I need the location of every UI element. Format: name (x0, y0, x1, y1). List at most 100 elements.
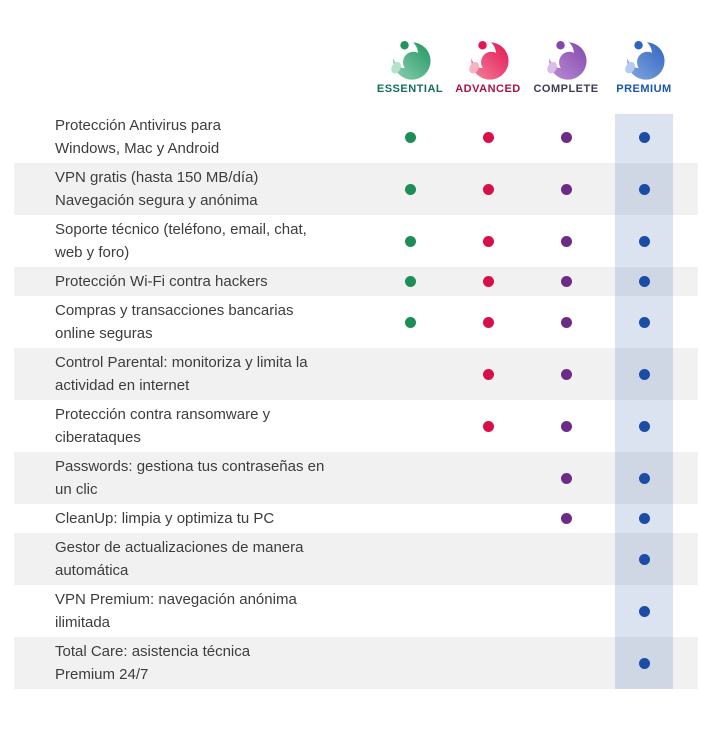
plan-column-premium: PREMIUM (605, 38, 683, 95)
feature-text: Protección contra ransomware y ciberataq… (55, 406, 271, 446)
cell-complete (527, 299, 605, 345)
advanced-panda-logo-icon (463, 38, 513, 82)
cell-essential (371, 455, 449, 501)
feature-text: CleanUp: limpia y optimiza tu PC (55, 510, 275, 527)
included-dot-complete (560, 316, 572, 328)
feature-text: VPN Premium: navegación anónima ilimitad… (55, 591, 297, 631)
cell-premium (605, 114, 683, 160)
plan-comparison-table: ESSENTIAL ADVANCED COMPLETE PREMIUM Protecc… (14, 30, 698, 689)
cell-essential (371, 351, 449, 397)
cell-premium (605, 640, 683, 686)
cell-premium (605, 166, 683, 212)
included-dot-premium (638, 605, 650, 617)
included-dot-advanced (482, 235, 494, 247)
cell-complete (527, 403, 605, 449)
included-dot-essential (404, 131, 416, 143)
cell-essential (371, 640, 449, 686)
cell-essential (371, 588, 449, 634)
plan-label-premium: PREMIUM (616, 83, 672, 95)
cell-advanced (449, 351, 527, 397)
cell-advanced (449, 507, 527, 530)
cell-premium (605, 270, 683, 293)
included-dot-premium (638, 420, 650, 432)
cell-essential (371, 166, 449, 212)
cell-advanced (449, 588, 527, 634)
plan-label-essential: ESSENTIAL (376, 83, 444, 95)
included-dot-complete (560, 368, 572, 380)
cell-premium (605, 455, 683, 501)
feature-row: Control Parental: monitoriza y limita la… (14, 348, 698, 400)
cell-essential (371, 270, 449, 293)
included-dot-premium (638, 368, 650, 380)
included-dot-essential (404, 235, 416, 247)
plans-header: ESSENTIAL ADVANCED COMPLETE PREMIUM (14, 30, 698, 95)
plan-column-complete: COMPLETE (527, 38, 605, 95)
included-dot-complete (560, 235, 572, 247)
cell-complete (527, 536, 605, 582)
feature-row: VPN gratis (hasta 150 MB/día) Navegación… (14, 163, 698, 215)
included-dot-advanced (482, 276, 494, 287)
feature-row: Gestor de actualizaciones de manera auto… (14, 533, 698, 585)
included-dot-premium (638, 316, 650, 328)
included-dot-complete (560, 513, 572, 524)
cell-essential (371, 403, 449, 449)
cell-advanced (449, 455, 527, 501)
feature-row: Passwords: gestiona tus contraseñas en u… (14, 452, 698, 504)
included-dot-complete (560, 131, 572, 143)
cell-premium (605, 403, 683, 449)
feature-text: Control Parental: monitoriza y limita la… (55, 354, 308, 394)
feature-row: Soporte técnico (teléfono, email, chat, … (14, 215, 698, 267)
cell-advanced (449, 218, 527, 264)
cell-advanced (449, 536, 527, 582)
included-dot-premium (638, 131, 650, 143)
included-dot-advanced (482, 131, 494, 143)
cell-essential (371, 114, 449, 160)
included-dot-advanced (482, 368, 494, 380)
included-dot-complete (560, 276, 572, 287)
included-dot-advanced (482, 183, 494, 195)
feature-row: CleanUp: limpia y optimiza tu PC (14, 504, 698, 533)
feature-row: VPN Premium: navegación anónima ilimitad… (14, 585, 698, 637)
cell-advanced (449, 640, 527, 686)
cell-complete (527, 455, 605, 501)
cell-advanced (449, 403, 527, 449)
feature-row: Protección Wi-Fi contra hackers (14, 267, 698, 296)
included-dot-advanced (482, 316, 494, 328)
cell-premium (605, 536, 683, 582)
cell-premium (605, 351, 683, 397)
included-dot-complete (560, 420, 572, 432)
feature-rows: Protección Antivirus para Windows, Mac y… (14, 111, 698, 689)
cell-complete (527, 588, 605, 634)
feature-text: Gestor de actualizaciones de manera auto… (55, 539, 304, 579)
included-dot-premium (638, 276, 650, 287)
feature-text: Soporte técnico (teléfono, email, chat, … (55, 221, 307, 261)
included-dot-essential (404, 183, 416, 195)
cell-advanced (449, 166, 527, 212)
cell-essential (371, 536, 449, 582)
feature-text: Compras y transacciones bancarias online… (55, 302, 294, 342)
cell-complete (527, 351, 605, 397)
complete-panda-logo-icon (541, 38, 591, 82)
feature-row: Protección Antivirus para Windows, Mac y… (14, 111, 698, 163)
cell-essential (371, 507, 449, 530)
included-dot-complete (560, 472, 572, 484)
included-dot-premium (638, 235, 650, 247)
included-dot-premium (638, 657, 650, 669)
included-dot-essential (404, 316, 416, 328)
essential-panda-logo-icon (385, 38, 435, 82)
premium-panda-logo-icon (619, 38, 669, 82)
cell-advanced (449, 114, 527, 160)
header-spacer (14, 38, 371, 95)
cell-premium (605, 588, 683, 634)
feature-row: Protección contra ransomware y ciberataq… (14, 400, 698, 452)
included-dot-essential (404, 276, 416, 287)
cell-complete (527, 166, 605, 212)
plan-column-advanced: ADVANCED (449, 38, 527, 95)
included-dot-premium (638, 513, 650, 524)
cell-premium (605, 218, 683, 264)
feature-text: Protección Wi-Fi contra hackers (55, 273, 268, 290)
included-dot-complete (560, 183, 572, 195)
feature-text: VPN gratis (hasta 150 MB/día) Navegación… (55, 169, 259, 209)
cell-complete (527, 218, 605, 264)
included-dot-premium (638, 183, 650, 195)
